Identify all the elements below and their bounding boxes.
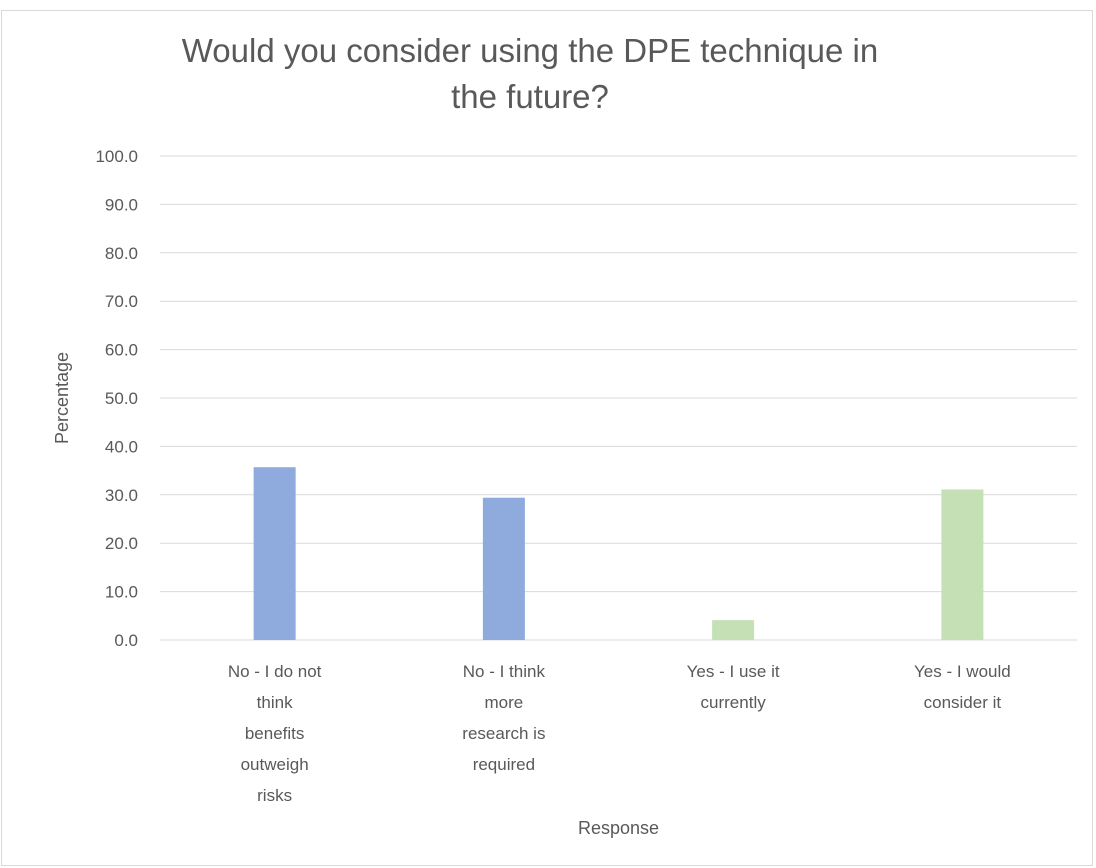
x-category-label-line: risks <box>257 786 292 805</box>
x-category-labels: No - I do not think benefits outweigh risksN… <box>228 662 1011 805</box>
x-category-label-line: No - I think <box>463 662 546 681</box>
y-tick-label: 0.0 <box>114 631 138 650</box>
chart-title: Would you consider using the DPE techniq… <box>181 32 879 115</box>
y-tick-label: 60.0 <box>105 341 138 360</box>
y-tick-label: 90.0 <box>105 195 138 214</box>
x-category-label-line: Yes - I use it <box>687 662 780 681</box>
y-tick-label: 50.0 <box>105 389 138 408</box>
y-tick-label: 40.0 <box>105 437 138 456</box>
gridlines <box>160 155 1077 641</box>
x-category-label-line: currently <box>701 693 767 712</box>
x-category-label: No - I do not think benefits outweigh risks <box>228 662 322 805</box>
x-category-label-line: consider it <box>924 693 1002 712</box>
x-category-label-line: outweigh <box>241 755 309 774</box>
x-category-label-line: benefits <box>245 724 305 743</box>
bar <box>941 489 984 640</box>
x-category-label-line: No - I do not <box>228 662 322 681</box>
y-tick-label: 10.0 <box>105 583 138 602</box>
bar <box>712 620 755 640</box>
x-category-label: No - I think more research is required <box>462 662 545 774</box>
x-axis-title: Response <box>578 818 659 838</box>
x-category-label-line: research is <box>462 724 545 743</box>
x-category-label: Yes - I would consider it <box>914 662 1011 712</box>
y-tick-label: 70.0 <box>105 292 138 311</box>
x-category-label-line: Yes - I would <box>914 662 1011 681</box>
y-axis-title: Percentage <box>52 352 72 444</box>
x-category-label-line: required <box>473 755 535 774</box>
bar <box>482 497 525 640</box>
y-tick-label: 30.0 <box>105 486 138 505</box>
x-category-label: Yes - I use it currently <box>687 662 780 712</box>
y-tick-labels: 0.0 10.0 20.0 30.0 40.0 50.0 60.0 70.0 80.0 90.0 1… <box>95 147 138 650</box>
bar <box>253 467 296 640</box>
x-category-label-line: think <box>257 693 293 712</box>
bars <box>253 467 984 640</box>
y-tick-label: 80.0 <box>105 244 138 263</box>
y-tick-label: 20.0 <box>105 534 138 553</box>
x-category-label-line: more <box>485 693 524 712</box>
y-tick-label: 100.0 <box>95 147 138 166</box>
chart-frame <box>1 10 1093 866</box>
